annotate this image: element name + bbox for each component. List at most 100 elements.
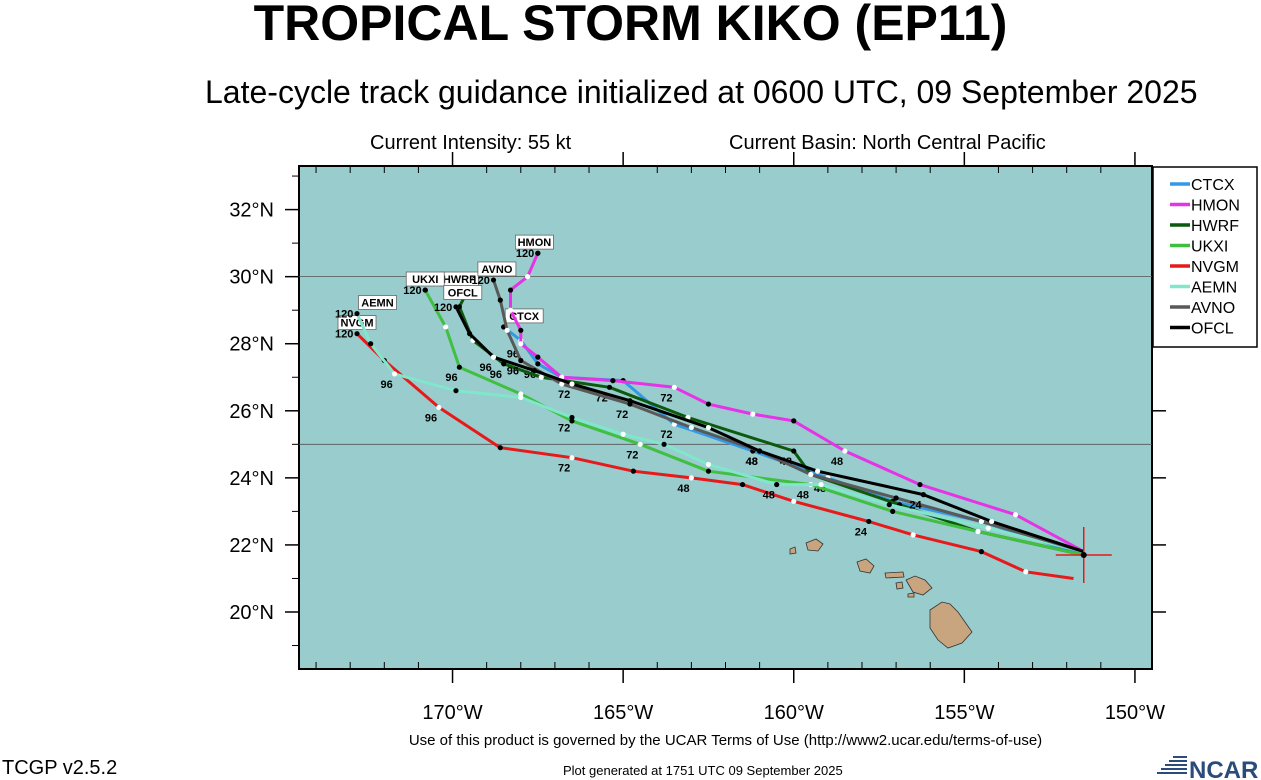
track-point — [525, 274, 531, 280]
track-point — [893, 495, 899, 501]
island-maui — [905, 575, 933, 596]
track-point — [978, 518, 985, 525]
track-point — [559, 381, 565, 387]
track-point — [866, 518, 872, 525]
track-line-aemn — [355, 312, 1085, 554]
track-endpoint — [422, 287, 428, 293]
track-endpoint — [453, 304, 459, 310]
track-point — [630, 468, 636, 474]
forecast-hour-label: 120 — [335, 329, 353, 341]
forecast-hour-label: 96 — [445, 372, 457, 384]
island-kahoolawe — [907, 592, 915, 598]
lon-tick-label: 170°W — [422, 702, 482, 724]
track-point — [750, 411, 756, 417]
track-point — [456, 364, 462, 370]
island-molokai — [884, 571, 905, 579]
track-line-ofcl — [454, 306, 1085, 554]
track-point — [808, 471, 814, 478]
track-point — [538, 374, 544, 380]
forecast-hour-label: 48 — [763, 490, 775, 502]
forecast-hour-label: 72 — [558, 389, 570, 401]
track-point — [610, 378, 616, 384]
current-position-marker — [1055, 526, 1112, 583]
track-point — [501, 361, 507, 367]
track-point — [507, 307, 514, 313]
ncar-logo: NCAR — [1157, 756, 1258, 780]
track-point — [705, 424, 712, 431]
track-tag-label: HWRF — [443, 274, 476, 286]
legend-label-ofcl: OFCL — [1191, 321, 1234, 338]
track-point — [910, 532, 916, 538]
lon-tick-label: 165°W — [593, 702, 653, 724]
forecast-hour-label: 96 — [479, 362, 491, 374]
map-title: TROPICAL STORM KIKO (EP11) — [253, 0, 1008, 51]
track-point — [504, 327, 510, 333]
forecast-hour-label: 72 — [626, 449, 638, 461]
track-tag-label: NVGM — [341, 318, 374, 330]
track-endpoint — [354, 331, 360, 337]
track-point — [436, 404, 442, 411]
track-line-avno — [492, 279, 1085, 554]
track-point — [467, 331, 473, 337]
forecast-hour-label: 24 — [909, 500, 922, 512]
track-point — [688, 424, 694, 431]
track-point — [671, 384, 677, 390]
legend: CTCX HMON HWRF UKXI NVGM AEMN AVNO OFCL — [1152, 166, 1258, 348]
track-point — [985, 525, 991, 531]
track-point — [791, 498, 797, 504]
track-point — [890, 508, 896, 514]
forecast-hour-label: 72 — [660, 392, 672, 404]
forecast-tracks: 487296CTCX487296120HMON487296HWRF4872961… — [335, 234, 1085, 580]
track-point — [391, 371, 398, 377]
forecast-hour-label: 120 — [434, 302, 452, 314]
lat-tick-label: 24°N — [229, 468, 274, 490]
legend-label-avno: AVNO — [1191, 300, 1235, 317]
current-basin: Current Basin: North Central Pacific — [729, 132, 1046, 154]
ncar-logo-text: NCAR — [1189, 757, 1258, 780]
track-point — [490, 354, 497, 360]
forecast-hour-label: 96 — [425, 412, 437, 424]
island-lanai — [895, 581, 904, 590]
legend-label-hmon: HMON — [1191, 198, 1240, 215]
lat-tick-label: 22°N — [229, 535, 274, 557]
forecast-hour-label: 48 — [831, 456, 843, 468]
map-subtitle: Late-cycle track guidance initialized at… — [205, 74, 1198, 110]
track-ofcl: 24 48 72 96 120 OFCL — [434, 285, 1085, 554]
track-line-nvgm — [355, 332, 1074, 580]
track-point — [989, 518, 995, 525]
track-point — [1023, 569, 1029, 575]
forecast-hour-label: 96 — [490, 369, 502, 381]
track-tag-box — [443, 285, 483, 300]
track-point — [739, 481, 746, 488]
track-tag-label: UKXI — [412, 274, 438, 286]
lon-tick-label: 155°W — [934, 702, 994, 724]
lat-tick-label: 28°N — [229, 334, 274, 356]
terms-of-use: Use of this product is governed by the U… — [408, 732, 1043, 749]
track-point — [1012, 512, 1019, 518]
track-point — [497, 297, 503, 303]
track-point — [705, 468, 712, 474]
forecast-hour-label: 96 — [381, 379, 393, 391]
track-tag-box — [515, 234, 554, 250]
lat-tick-label: 30°N — [229, 267, 274, 289]
track-point — [507, 287, 514, 293]
track-point — [661, 441, 667, 447]
forecast-hour-label: 120 — [471, 275, 489, 287]
track-point — [920, 492, 926, 498]
track-tag-box — [477, 261, 517, 277]
track-point — [791, 418, 797, 424]
track-point — [535, 361, 541, 367]
hawaiian-islands — [789, 538, 973, 649]
forecast-hour-label: 72 — [616, 409, 628, 421]
track-point — [818, 481, 824, 488]
track-tag-box — [405, 271, 445, 287]
forecast-hour-label: 96 — [507, 365, 519, 377]
track-point — [705, 401, 712, 407]
current-position-dot — [1080, 551, 1087, 558]
lon-tick-label: 160°W — [764, 702, 824, 724]
forecast-hour-label: 120 — [403, 285, 421, 297]
version-label: TCGP v2.5.2 — [2, 757, 118, 779]
track-point — [620, 431, 626, 437]
forecast-hour-label: 24 — [855, 526, 868, 538]
